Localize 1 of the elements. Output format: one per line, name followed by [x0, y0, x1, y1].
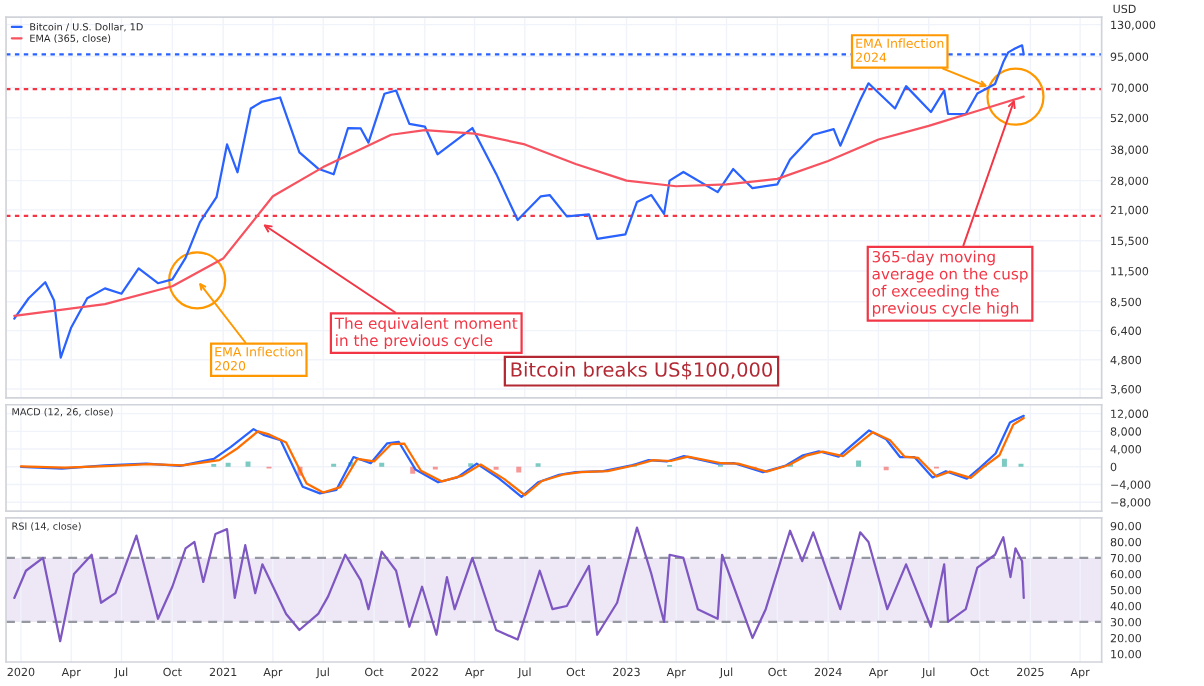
annotation: Bitcoin breaks US$100,000 [511, 361, 772, 380]
